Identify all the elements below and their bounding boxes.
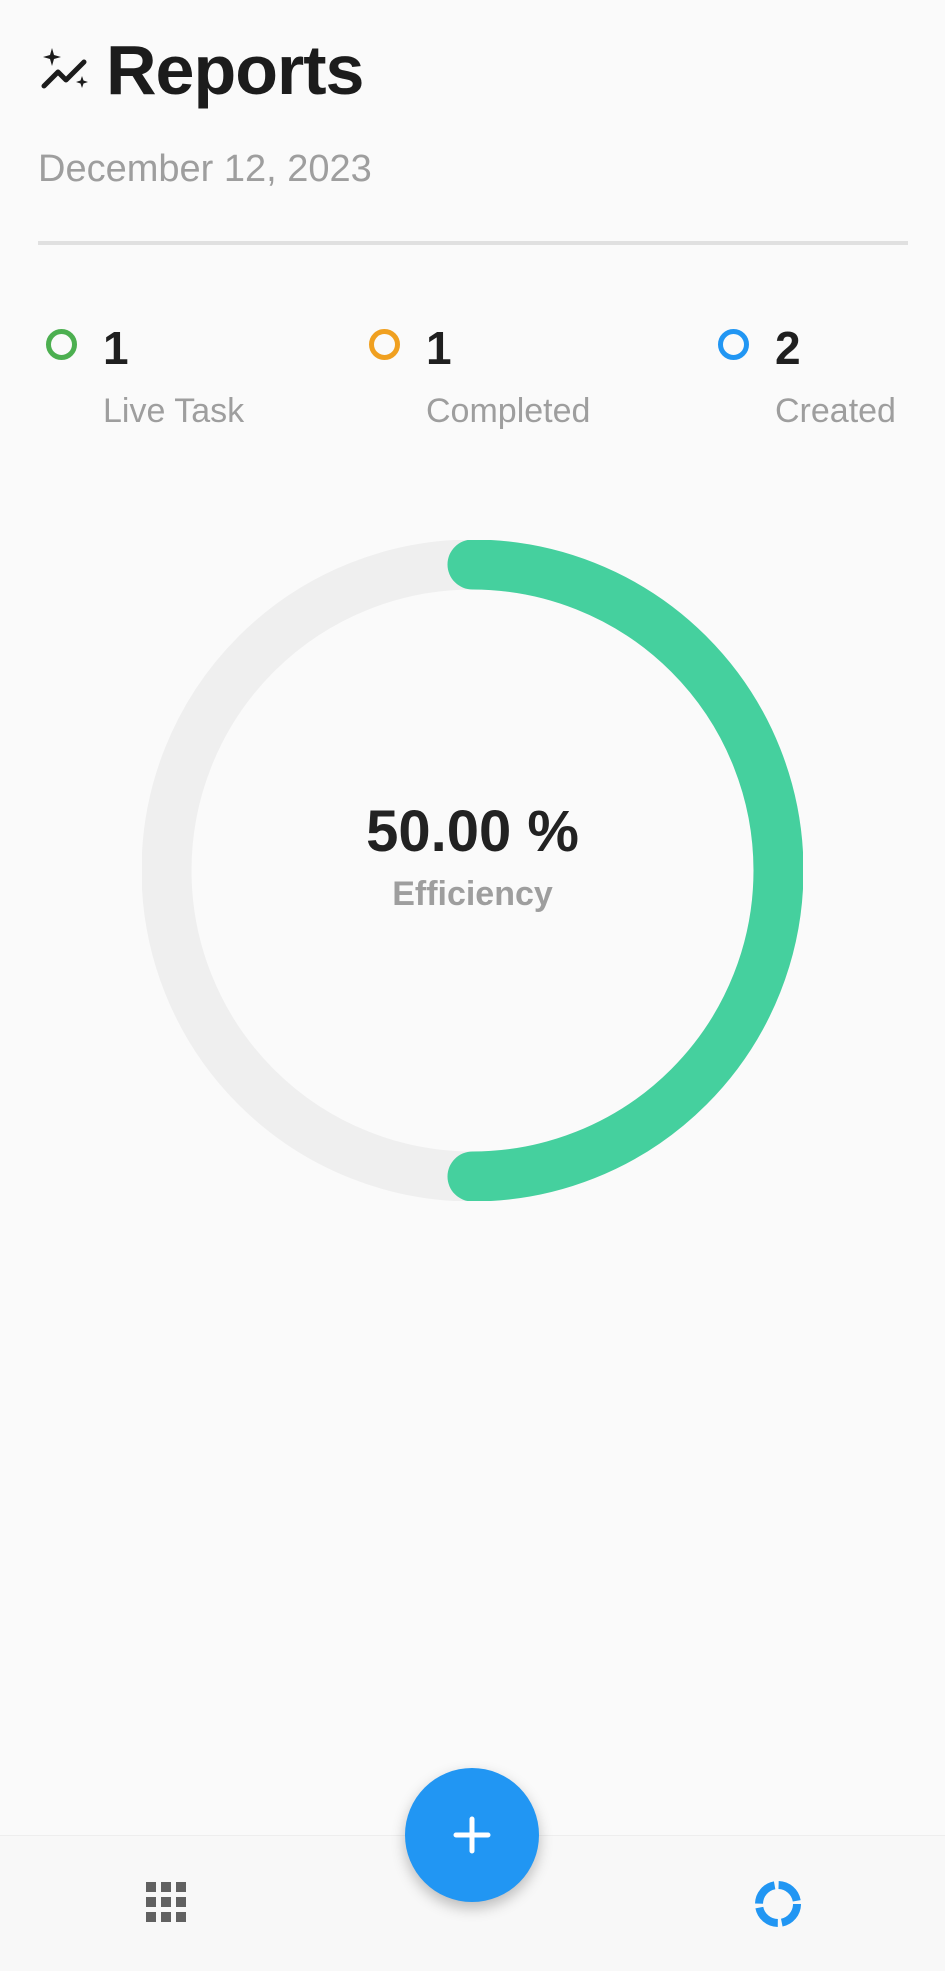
stat-value: 1 — [426, 322, 452, 374]
stat-label: Created — [775, 392, 896, 430]
efficiency-gauge — [142, 540, 803, 1201]
efficiency-label: Efficiency — [392, 874, 553, 913]
stat-label: Live Task — [103, 392, 245, 430]
plus-icon — [453, 1816, 491, 1854]
stat-value: 2 — [775, 322, 801, 374]
add-button[interactable] — [405, 1768, 539, 1902]
completed-dot-icon — [369, 329, 400, 360]
efficiency-value: 50.00 % — [366, 798, 579, 864]
report-date: December 12, 2023 — [38, 148, 372, 190]
divider — [38, 241, 908, 245]
live-task-dot-icon — [46, 329, 77, 360]
stat-value: 1 — [103, 322, 129, 374]
created-dot-icon — [718, 329, 749, 360]
page-header: Reports — [38, 30, 364, 110]
page-title: Reports — [106, 31, 364, 109]
gauge-progress-arc — [447, 540, 803, 1201]
sparkle-chart-icon — [41, 48, 88, 89]
stat-label: Completed — [426, 392, 591, 430]
donut-chart-icon[interactable] — [752, 1878, 804, 1930]
gauge-center: 50.00 % Efficiency — [142, 540, 803, 1201]
grid-icon[interactable] — [146, 1882, 186, 1922]
